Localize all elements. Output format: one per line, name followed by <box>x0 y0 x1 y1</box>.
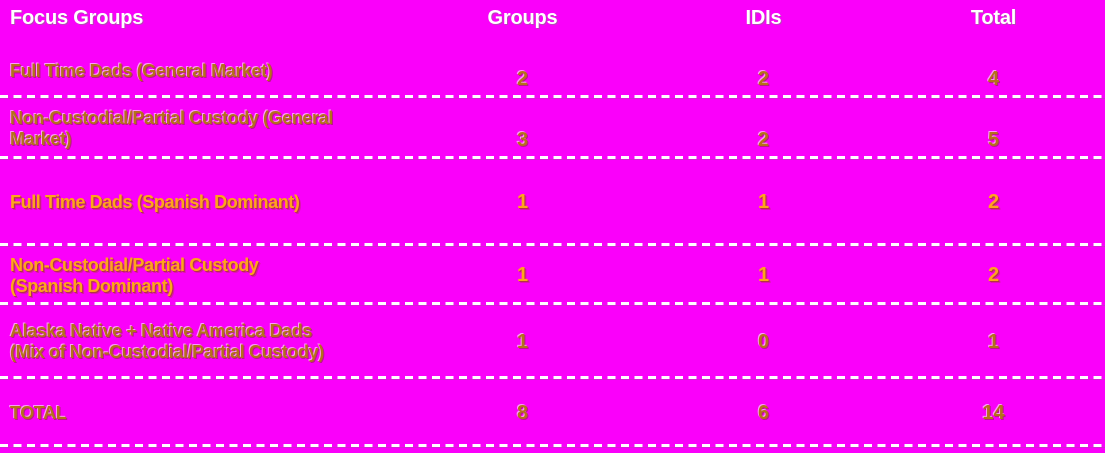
groups-value: 1 <box>516 330 529 353</box>
total-value: 2 <box>987 264 1000 286</box>
total-cell: 2 <box>882 159 1105 246</box>
table-row: Full Time Dads (General Market) 2 2 4 <box>0 45 1105 98</box>
total-cell: 4 <box>882 45 1105 98</box>
row-label: Alaska Native + Native America Dads (Mix… <box>10 321 324 362</box>
total-row-label: TOTAL <box>10 402 67 423</box>
idis-cell: 2 <box>645 45 882 98</box>
row-label: Full Time Dads (General Market) <box>10 61 273 81</box>
col-header-groups-label: Groups <box>487 7 558 29</box>
groups-cell: 2 <box>400 45 645 98</box>
row-label: Full Time Dads (Spanish Dominant) <box>10 192 300 212</box>
groups-cell: 8 <box>400 379 645 447</box>
row-divider <box>0 444 1105 447</box>
idis-value: 2 <box>757 129 770 151</box>
total-value: 2 <box>987 191 1000 213</box>
col-header-idis-label: IDIs <box>745 7 782 29</box>
idis-cell: 0 <box>645 305 882 379</box>
total-cell: 1 <box>882 305 1105 379</box>
row-divider <box>0 243 1105 246</box>
col-header-focus-groups-label: Focus Groups <box>10 7 144 29</box>
col-header-total: Total <box>882 0 1105 45</box>
row-label-cell: Alaska Native + Native America Dads (Mix… <box>0 305 400 379</box>
row-divider <box>0 302 1105 305</box>
table-row: Non-Custodial/Partial Custody (General M… <box>0 98 1105 159</box>
total-cell: 14 <box>882 379 1105 447</box>
groups-value: 2 <box>516 68 529 90</box>
row-divider <box>0 156 1105 159</box>
total-value: 1 <box>987 330 1000 353</box>
idis-value: 2 <box>757 68 770 90</box>
row-divider <box>0 376 1105 379</box>
table-total-row: TOTAL 8 6 14 <box>0 379 1105 447</box>
row-divider <box>0 95 1105 98</box>
idis-cell: 1 <box>645 246 882 305</box>
groups-cell: 1 <box>400 159 645 246</box>
idis-value: 1 <box>757 264 770 286</box>
groups-total-value: 8 <box>516 401 529 424</box>
total-value: 4 <box>987 68 1000 90</box>
groups-value: 1 <box>516 264 529 286</box>
col-header-total-label: Total <box>970 7 1017 29</box>
col-header-focus-groups: Focus Groups <box>0 0 400 45</box>
idis-total-value: 6 <box>757 401 770 424</box>
grand-total-value: 14 <box>982 401 1005 424</box>
idis-cell: 2 <box>645 98 882 159</box>
idis-value: 0 <box>757 330 770 353</box>
row-label-cell: Non-Custodial/Partial Custody (General M… <box>0 98 400 159</box>
total-value: 5 <box>987 129 1000 151</box>
groups-cell: 1 <box>400 305 645 379</box>
table-header-row: Focus Groups Groups IDIs Total <box>0 0 1105 45</box>
groups-cell: 3 <box>400 98 645 159</box>
groups-cell: 1 <box>400 246 645 305</box>
groups-value: 3 <box>516 129 529 151</box>
total-cell: 5 <box>882 98 1105 159</box>
row-label-cell: Full Time Dads (Spanish Dominant) <box>0 159 400 246</box>
idis-cell: 6 <box>645 379 882 447</box>
row-label: Non-Custodial/Partial Custody (Spanish D… <box>10 254 259 296</box>
idis-cell: 1 <box>645 159 882 246</box>
row-label-cell: Non-Custodial/Partial Custody (Spanish D… <box>0 246 400 305</box>
total-cell: 2 <box>882 246 1105 305</box>
groups-value: 1 <box>516 191 529 213</box>
col-header-idis: IDIs <box>645 0 882 45</box>
table-row: Non-Custodial/Partial Custody (Spanish D… <box>0 246 1105 305</box>
idis-value: 1 <box>757 191 770 213</box>
table-row: Alaska Native + Native America Dads (Mix… <box>0 305 1105 379</box>
table-row: Full Time Dads (Spanish Dominant) 1 1 2 <box>0 159 1105 246</box>
row-label: Non-Custodial/Partial Custody (General M… <box>10 107 333 149</box>
col-header-groups: Groups <box>400 0 645 45</box>
row-label-cell: Full Time Dads (General Market) <box>0 45 400 98</box>
row-label-cell: TOTAL <box>0 379 400 447</box>
